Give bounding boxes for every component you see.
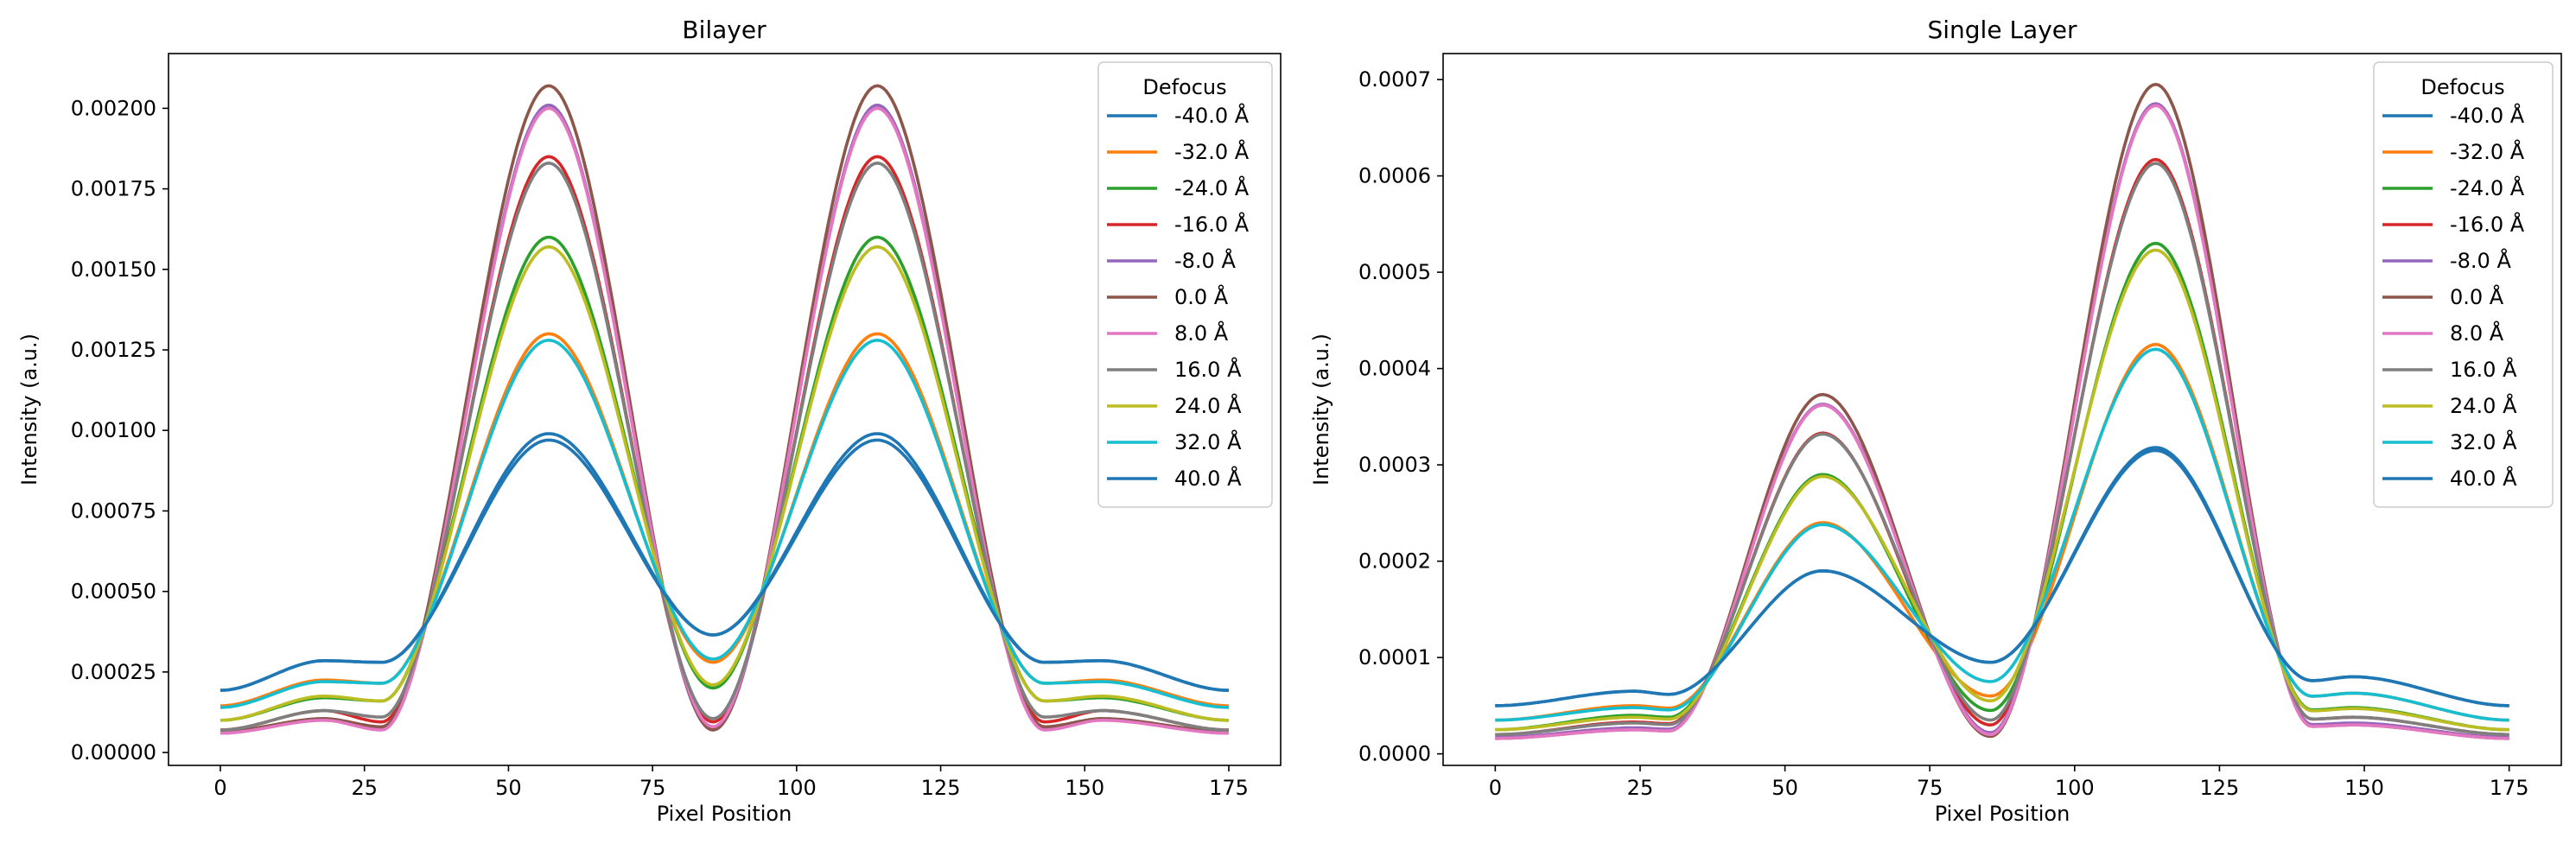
single-layer-x-tick-label: 25 <box>1627 776 1654 800</box>
bilayer-x-tick-label: 175 <box>1209 776 1249 800</box>
bilayer-series-line <box>219 339 1230 709</box>
single-layer-x-tick-label: 50 <box>1771 776 1798 800</box>
bilayer-legend-label: -8.0 Å <box>1174 248 1236 273</box>
bilayer-legend-label: 40.0 Å <box>1174 466 1242 491</box>
single-layer-series-lines <box>1495 82 2509 740</box>
bilayer-series-lines <box>219 84 1230 735</box>
bilayer-series-line <box>220 106 1229 735</box>
bilayer-series-line <box>219 155 1229 732</box>
bilayer-legend-label: -40.0 Å <box>1174 103 1250 128</box>
single-layer-x-tick-label: 175 <box>2490 776 2529 800</box>
bilayer-x-tick-label: 0 <box>213 776 226 800</box>
bilayer-plot-frame <box>168 53 1282 766</box>
single-layer-y-tick-label: 0.0005 <box>1358 260 1431 284</box>
single-layer-legend-label: 32.0 Å <box>2450 429 2517 454</box>
single-layer-legend-title: Defocus <box>2420 75 2504 99</box>
bilayer-legend-label: 8.0 Å <box>1174 320 1229 346</box>
bilayer-x-tick-label: 50 <box>495 776 522 800</box>
single-layer-x-axis-label: Pixel Position <box>1935 802 2070 826</box>
bilayer-legend-title: Defocus <box>1142 75 1226 99</box>
single-layer-y-tick-label: 0.0003 <box>1358 453 1431 477</box>
bilayer-legend-label: 0.0 Å <box>1174 284 1229 309</box>
single-layer-legend-box <box>2373 61 2554 508</box>
bilayer-series-line <box>219 244 1229 722</box>
bilayer-x-tick-label: 25 <box>351 776 378 800</box>
single-layer-series-line <box>1495 347 2509 722</box>
single-layer-legend-entries: -40.0 Å -32.0 Å -24.0 Å -16.0 Å -8.0 Å 0.0 Å 8… <box>2382 103 2525 491</box>
bilayer-y-tick-label: 0.00075 <box>71 498 156 523</box>
bilayer-x-tick-label: 150 <box>1065 776 1104 800</box>
single-layer-legend-label: -16.0 Å <box>2450 212 2525 237</box>
bilayer-y-tick-label: 0.00125 <box>71 338 156 362</box>
single-layer-legend-label: 8.0 Å <box>2450 320 2504 346</box>
single-layer-x-tick-label: 150 <box>2344 776 2384 800</box>
bilayer-panel: Bilayer Intensity (a.u.) Pixel Position … <box>17 16 1282 826</box>
single-layer-legend: Defocus -40.0 Å -32.0 Å -24.0 Å -16.0 Å -8.0… <box>2373 61 2554 508</box>
bilayer-x-tick-label: 100 <box>777 776 817 800</box>
bilayer-legend-label: 32.0 Å <box>1174 429 1242 454</box>
single-layer-legend-label: 0.0 Å <box>2450 284 2504 309</box>
single-layer-y-tick-label: 0.0007 <box>1358 67 1431 92</box>
single-layer-x-tick-label: 75 <box>1917 776 1943 800</box>
single-layer-legend-label: 16.0 Å <box>2450 357 2517 382</box>
single-layer-y-tick-label: 0.0006 <box>1358 164 1431 188</box>
single-layer-y-axis-label: Intensity (a.u.) <box>1309 333 1333 485</box>
bilayer-legend-label: 16.0 Å <box>1174 357 1242 382</box>
bilayer-title: Bilayer <box>682 16 766 44</box>
single-layer-series-line <box>1495 104 2509 740</box>
bilayer-ticks: 0 25 50 75 100 125 150 175 0.00000 0.00025 0.00050… <box>71 96 1249 800</box>
bilayer-legend-label: -16.0 Å <box>1174 212 1250 237</box>
single-layer-y-tick-label: 0.0001 <box>1358 645 1431 669</box>
bilayer-x-tick-label: 75 <box>639 776 666 800</box>
bilayer-y-axis-label: Intensity (a.u.) <box>17 333 41 485</box>
single-layer-title: Single Layer <box>1927 16 2077 44</box>
bilayer-y-tick-label: 0.00000 <box>71 740 156 765</box>
bilayer-y-tick-label: 0.00025 <box>71 660 156 684</box>
bilayer-y-tick-label: 0.00100 <box>71 418 156 442</box>
single-layer-ticks: 0 25 50 75 100 125 150 175 0.0000 0.0001 0.0002 0.0… <box>1358 67 2529 800</box>
single-layer-y-tick-label: 0.0000 <box>1358 742 1431 766</box>
single-layer-panel: Single Layer Intensity (a.u.) Pixel Posi… <box>1309 16 2562 826</box>
single-layer-legend-label: -8.0 Å <box>2450 248 2511 273</box>
bilayer-legend-label: 24.0 Å <box>1174 393 1242 418</box>
single-layer-x-tick-label: 0 <box>1489 776 1502 800</box>
bilayer-legend: Defocus -40.0 Å -32.0 Å -24.0 Å -16.0 Å -8.0… <box>1097 61 1273 508</box>
bilayer-y-tick-label: 0.00200 <box>71 96 156 120</box>
single-layer-x-tick-label: 125 <box>2200 776 2240 800</box>
bilayer-series-line <box>219 84 1230 733</box>
single-layer-series-line <box>1495 162 2509 737</box>
bilayer-series-line <box>219 162 1229 732</box>
bilayer-legend-box <box>1097 61 1273 508</box>
single-layer-legend-label: 24.0 Å <box>2450 393 2517 418</box>
bilayer-x-tick-label: 125 <box>921 776 961 800</box>
bilayer-y-tick-label: 0.00050 <box>71 580 156 604</box>
bilayer-y-tick-label: 0.00150 <box>71 257 156 282</box>
single-layer-series-line <box>1495 248 2509 732</box>
bilayer-legend-label: -32.0 Å <box>1174 139 1250 164</box>
single-layer-plot-frame <box>1442 53 2562 766</box>
bilayer-y-tick-label: 0.00175 <box>71 177 156 201</box>
single-layer-legend-label: -40.0 Å <box>2450 103 2525 128</box>
bilayer-legend-label: -24.0 Å <box>1174 175 1250 200</box>
bilayer-x-axis-label: Pixel Position <box>657 802 792 826</box>
single-layer-legend-label: -24.0 Å <box>2450 175 2525 200</box>
single-layer-legend-label: -32.0 Å <box>2450 139 2525 164</box>
single-layer-legend-label: 40.0 Å <box>2450 466 2517 491</box>
single-layer-series-line <box>1495 448 2509 708</box>
single-layer-y-tick-label: 0.0002 <box>1358 549 1431 574</box>
bilayer-series-line <box>219 438 1229 692</box>
bilayer-legend-entries: -40.0 Å -32.0 Å -24.0 Å -16.0 Å -8.0 Å 0.0 Å 8… <box>1107 103 1250 491</box>
single-layer-y-tick-label: 0.0004 <box>1358 357 1431 381</box>
single-layer-x-tick-label: 100 <box>2055 776 2095 800</box>
